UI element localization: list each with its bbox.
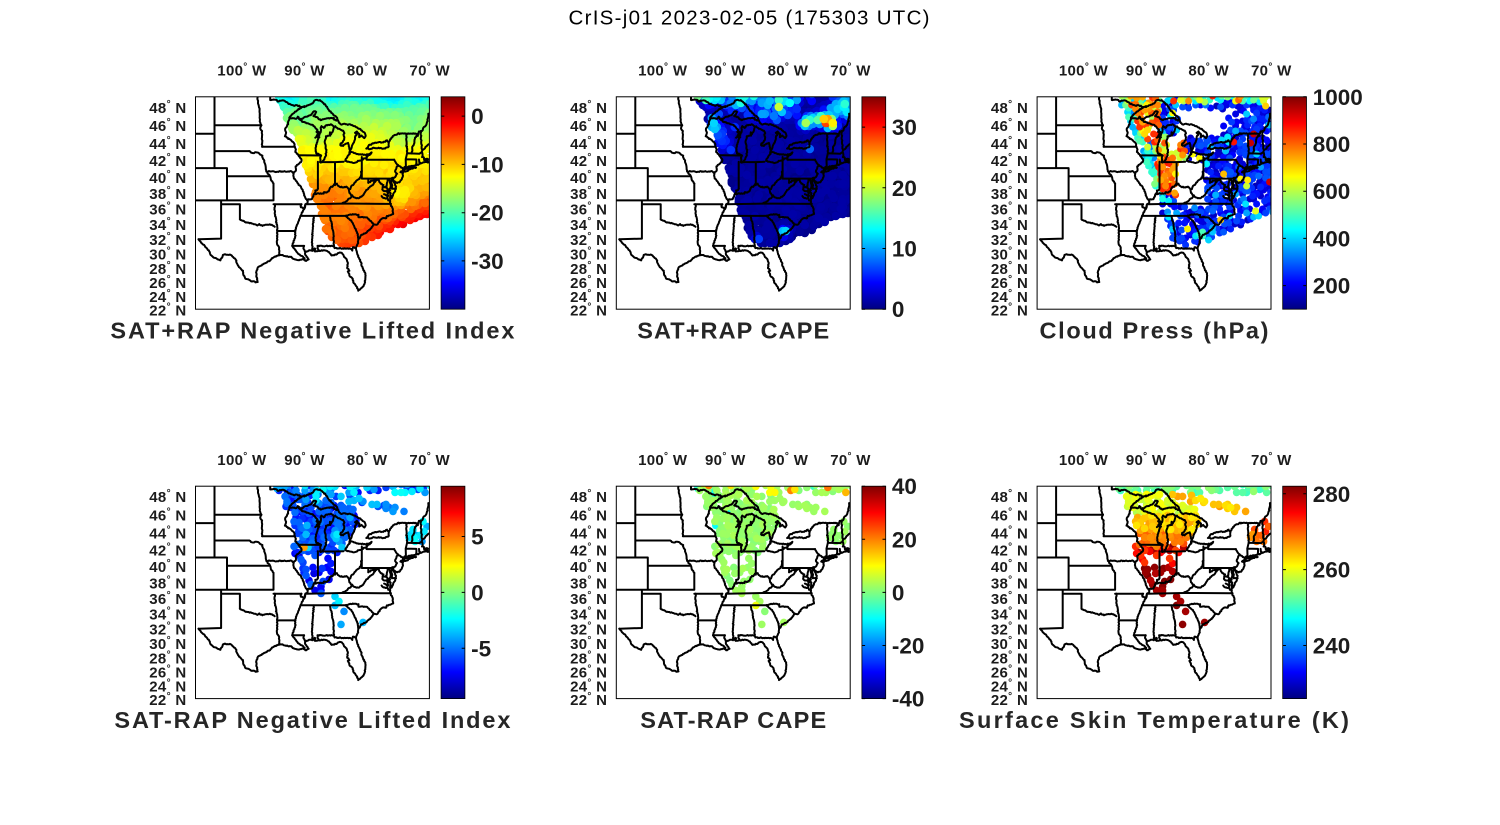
svg-text:1000: 1000 [1313, 85, 1363, 110]
svg-text:0: 0 [471, 580, 484, 605]
svg-text:20: 20 [892, 176, 917, 201]
svg-text:-40: -40 [892, 687, 925, 712]
svg-text:0: 0 [471, 104, 484, 129]
svg-text:200: 200 [1313, 274, 1351, 299]
svg-text:CrIS-j01 2023-02-05 (175303 UT: CrIS-j01 2023-02-05 (175303 UTC) [569, 7, 930, 30]
svg-text:70° W: 70° W [409, 62, 450, 80]
svg-text:48° N: 48° N [149, 99, 186, 117]
svg-text:800: 800 [1313, 132, 1351, 157]
svg-text:0: 0 [892, 580, 905, 605]
svg-text:-5: -5 [471, 636, 491, 661]
svg-text:40: 40 [892, 474, 917, 499]
svg-text:100° W: 100° W [1059, 451, 1109, 469]
svg-text:SAT-RAP CAPE: SAT-RAP CAPE [640, 707, 826, 733]
svg-text:SAT+RAP Negative Lifted Index: SAT+RAP Negative Lifted Index [110, 318, 514, 344]
svg-text:-20: -20 [892, 634, 925, 659]
svg-text:100° W: 100° W [1059, 62, 1109, 80]
svg-text:90° W: 90° W [284, 62, 325, 80]
svg-text:38° N: 38° N [149, 185, 186, 203]
svg-text:100° W: 100° W [638, 451, 688, 469]
svg-text:Surface Skin Temperature (K): Surface Skin Temperature (K) [959, 707, 1349, 733]
svg-text:42° N: 42° N [149, 152, 186, 170]
svg-text:100° W: 100° W [217, 451, 267, 469]
svg-text:24° N: 24° N [149, 288, 186, 306]
svg-text:400: 400 [1313, 226, 1351, 251]
svg-text:26° N: 26° N [149, 274, 186, 292]
svg-text:-30: -30 [471, 249, 504, 274]
svg-text:44° N: 44° N [149, 135, 186, 153]
svg-text:20: 20 [892, 527, 917, 552]
svg-text:80° W: 80° W [347, 62, 388, 80]
svg-text:100° W: 100° W [638, 62, 688, 80]
svg-text:-10: -10 [471, 152, 504, 177]
svg-text:240: 240 [1313, 634, 1351, 659]
svg-text:600: 600 [1313, 179, 1351, 204]
svg-text:30° N: 30° N [149, 246, 186, 264]
svg-text:40° N: 40° N [149, 169, 186, 187]
svg-text:SAT-RAP Negative Lifted Index: SAT-RAP Negative Lifted Index [114, 707, 510, 733]
svg-text:280: 280 [1313, 482, 1351, 507]
svg-text:46° N: 46° N [149, 117, 186, 135]
svg-text:5: 5 [471, 525, 484, 550]
svg-text:22° N: 22° N [149, 302, 186, 320]
svg-text:34° N: 34° N [149, 216, 186, 234]
svg-text:260: 260 [1313, 558, 1351, 583]
svg-text:100° W: 100° W [217, 62, 267, 80]
svg-text:28° N: 28° N [149, 260, 186, 278]
svg-text:30: 30 [892, 115, 917, 140]
svg-text:36° N: 36° N [149, 201, 186, 219]
svg-text:-20: -20 [471, 201, 504, 226]
svg-text:10: 10 [892, 237, 917, 262]
svg-text:Cloud Press (hPa): Cloud Press (hPa) [1040, 318, 1269, 344]
svg-text:32° N: 32° N [149, 231, 186, 249]
svg-text:0: 0 [892, 297, 905, 322]
svg-text:SAT+RAP CAPE: SAT+RAP CAPE [637, 318, 829, 344]
